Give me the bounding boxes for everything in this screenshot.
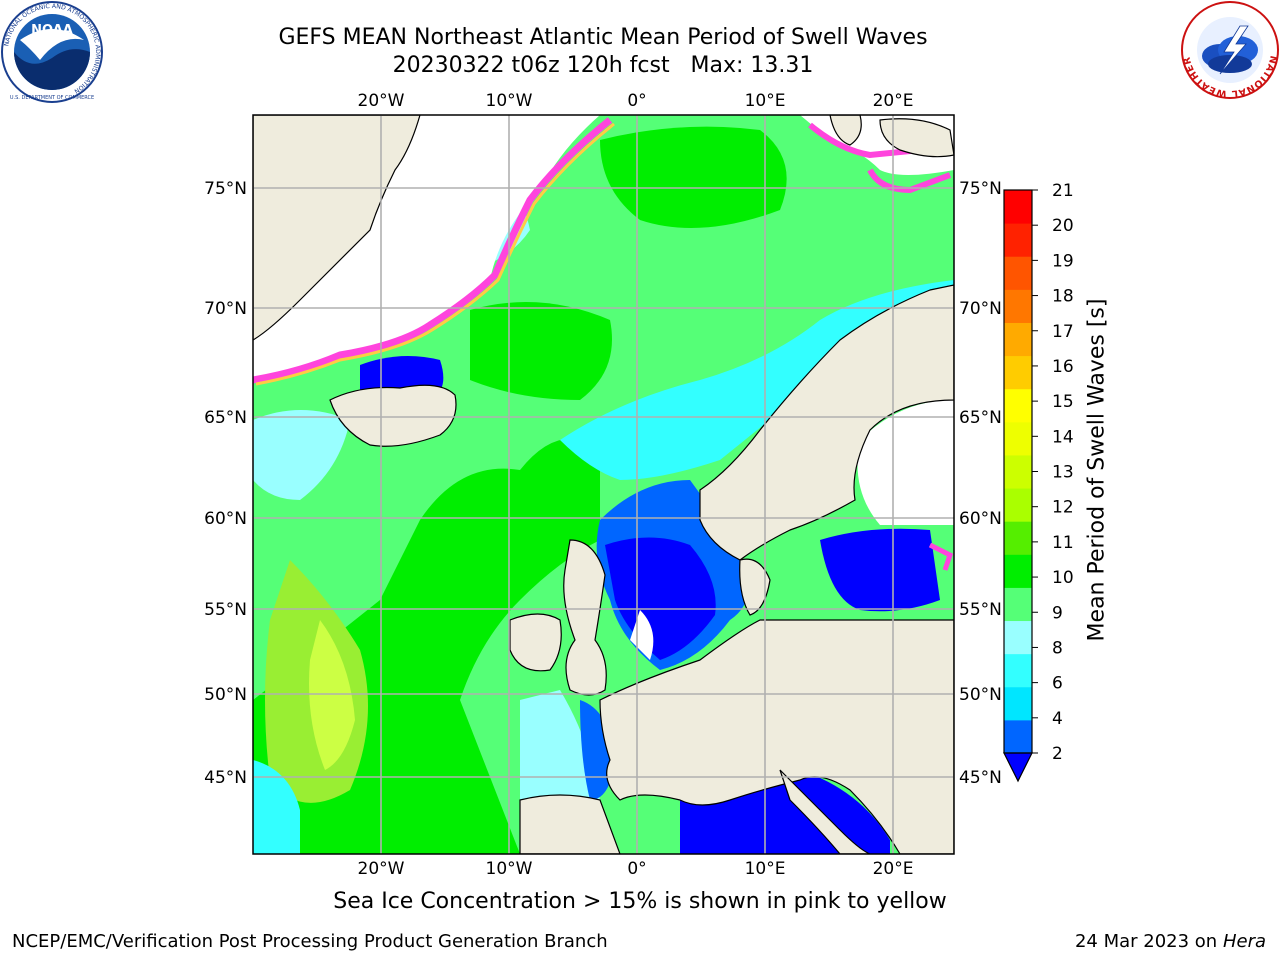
colorbar-swatch	[1004, 719, 1032, 754]
colorbar-label: Mean Period of Swell Waves [s]	[1084, 298, 1110, 642]
colorbar-swatch	[1004, 653, 1032, 688]
lat-tick-left: 45°N	[204, 768, 247, 788]
ice-note: Sea Ice Concentration > 15% is shown in …	[333, 889, 947, 914]
colorbar-tick-label: 9	[1052, 603, 1063, 623]
colorbar-tick-label: 14	[1052, 427, 1074, 447]
lon-tick-top: 10°W	[486, 91, 533, 111]
colorbar-tick-label: 21	[1052, 181, 1074, 201]
colorbar-swatch	[1004, 355, 1032, 390]
greenland-land	[253, 115, 421, 341]
colorbar-tick-label: 12	[1052, 498, 1074, 518]
lat-tick-left: 50°N	[204, 685, 247, 705]
lat-tick-left: 75°N	[204, 179, 247, 199]
colorbar-tick-label: 10	[1052, 568, 1074, 588]
lon-tick-top: 0°	[627, 91, 646, 111]
lon-tick-bottom: 20°W	[358, 859, 405, 879]
colorbar-tick-label: 16	[1052, 357, 1074, 377]
lat-tick-right: 75°N	[959, 179, 1002, 199]
lat-tick-right: 45°N	[959, 768, 1002, 788]
swell-band-11s-arctic	[600, 126, 787, 228]
ice-edge-greenland-inner	[255, 122, 615, 386]
colorbar-tick-label: 20	[1052, 216, 1074, 236]
colorbar-tick-label: 19	[1052, 251, 1074, 271]
ireland-land	[509, 613, 562, 672]
noaa-logo: NOAA NATIONAL OCEANIC AND ATMOSPHERIC AD…	[1, 1, 103, 103]
colorbar-tick-label: 18	[1052, 287, 1074, 307]
colorbar-swatch	[1004, 421, 1032, 456]
lat-tick-right: 65°N	[959, 408, 1002, 428]
swell-baltic	[820, 528, 940, 612]
italy-land	[779, 769, 871, 854]
chart-subtitle: 20230322 t06z 120h fcst Max: 13.31	[392, 53, 814, 78]
bothnia-region	[857, 400, 954, 525]
colorbar-swatch	[1004, 256, 1032, 290]
colorbar-tick-label: 13	[1052, 463, 1074, 483]
map-frame	[252, 114, 955, 855]
colorbar: 21 20 19 18 17 16 15 14 13 12 11 10 9 8 6 4 2	[1003, 181, 1074, 783]
nws-logo: NATIONAL WEATHER SERVICE	[1180, 0, 1279, 99]
ice-edge-greenland	[253, 117, 613, 384]
colorbar-tick-label: 4	[1052, 709, 1063, 729]
denmark-land	[739, 558, 771, 616]
colorbar-swatch	[1004, 388, 1032, 423]
colorbar-swatch	[1004, 223, 1032, 257]
colorbar-tick-label: 11	[1052, 533, 1074, 553]
lon-tick-bottom: 0°	[627, 859, 646, 879]
colorbar-swatch	[1004, 521, 1032, 555]
noaa-logo-lower-text: U.S. DEPARTMENT OF COMMERCE	[10, 95, 94, 101]
map-panel	[253, 115, 954, 854]
colorbar-swatch	[1004, 620, 1032, 655]
colorbar-tick-label: 15	[1052, 392, 1074, 412]
scandinavia-land	[699, 284, 954, 561]
colorbar-swatch	[1004, 587, 1032, 622]
footer-credit: NCEP/EMC/Verification Post Processing Pr…	[12, 931, 608, 952]
lon-tick-top: 10°E	[745, 91, 786, 111]
colorbar-tick-label: 2	[1052, 744, 1063, 764]
ice-edge-svalbard	[808, 122, 952, 194]
lat-tick-right: 50°N	[959, 685, 1002, 705]
colorbar-swatch	[1004, 488, 1032, 522]
noaa-logo-text: NOAA	[31, 23, 73, 38]
lat-tick-right: 55°N	[959, 600, 1002, 620]
swell-band-11s-north	[470, 302, 612, 400]
colorbar-tick-label: 17	[1052, 322, 1074, 342]
swell-southwest	[253, 760, 300, 854]
lat-tick-left: 55°N	[204, 600, 247, 620]
colorbar-swatch	[1004, 289, 1032, 323]
lon-tick-top: 20°W	[358, 91, 405, 111]
lon-tick-bottom: 10°W	[486, 859, 533, 879]
iberia-land	[519, 794, 621, 854]
lon-tick-bottom: 20°E	[873, 859, 914, 879]
svalbard-land	[829, 115, 954, 158]
colorbar-tick-label: 8	[1052, 638, 1063, 658]
lon-tick-top: 20°E	[873, 91, 914, 111]
lat-tick-left: 60°N	[204, 509, 247, 529]
lat-tick-right: 70°N	[959, 299, 1002, 319]
colorbar-swatch	[1004, 554, 1032, 588]
title-block: GEFS MEAN Northeast Atlantic Mean Period…	[180, 24, 1026, 80]
colorbar-swatch	[1004, 454, 1032, 489]
lat-tick-left: 65°N	[204, 408, 247, 428]
chart-title: GEFS MEAN Northeast Atlantic Mean Period…	[278, 25, 928, 50]
lat-tick-left: 70°N	[204, 299, 247, 319]
footer-host: Hera	[1222, 931, 1266, 952]
colorbar-swatch	[1004, 322, 1032, 357]
colorbar-under-arrow	[1003, 752, 1033, 783]
footer-date-text: 24 Mar 2023 on	[1074, 931, 1218, 952]
continental-europe-land	[599, 619, 954, 854]
colorbar-swatch	[1004, 686, 1032, 721]
ice-edge-baltic	[928, 542, 954, 571]
swell-band-13s	[309, 620, 355, 770]
lat-tick-right: 60°N	[959, 509, 1002, 529]
lon-tick-bottom: 10°E	[745, 859, 786, 879]
swell-denmark-strait	[253, 410, 350, 500]
channel-white	[630, 610, 654, 660]
great-britain-land	[563, 539, 607, 696]
footer-date: 24 Mar 2023 on Hera	[1075, 931, 1266, 952]
colorbar-swatch	[1004, 190, 1032, 224]
swell-north-sea-inner	[605, 537, 716, 660]
graticule	[253, 115, 954, 854]
colorbar-tick-label: 6	[1052, 674, 1063, 694]
